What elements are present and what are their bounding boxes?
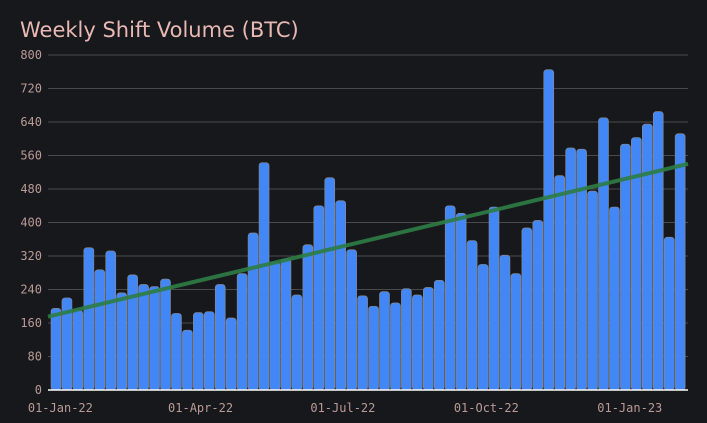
bar: [346, 249, 357, 391]
bar: [236, 273, 248, 391]
bar: [510, 273, 522, 391]
bar: [543, 69, 555, 391]
bar: [422, 287, 434, 391]
bar: [554, 175, 566, 391]
y-tick-label: 720: [20, 82, 42, 96]
bar: [247, 232, 259, 391]
x-tick-label: 01-Oct-22: [454, 401, 519, 415]
bar: [641, 123, 653, 391]
bar: [105, 250, 117, 391]
bar: [401, 288, 412, 391]
bar: [576, 148, 587, 391]
bar: [225, 317, 237, 391]
y-tick-label: 400: [20, 216, 42, 230]
bar: [214, 284, 226, 391]
bar: [532, 220, 544, 391]
bar: [171, 313, 182, 391]
x-tick-label: 01-Jan-23: [597, 401, 662, 415]
bar: [193, 312, 204, 391]
bar: [160, 278, 171, 391]
bar: [663, 236, 675, 391]
bar: [72, 310, 84, 391]
x-tick-label: 01-Apr-22: [168, 401, 233, 415]
bar: [565, 147, 576, 391]
bar: [488, 206, 500, 391]
bar: [466, 240, 478, 391]
bar: [258, 162, 270, 391]
bar: [127, 274, 138, 391]
chart-title: Weekly Shift Volume (BTC): [20, 18, 299, 42]
bar: [94, 269, 106, 391]
bar: [50, 308, 62, 391]
bar: [455, 212, 467, 391]
bar: [138, 284, 149, 391]
bar: [313, 205, 325, 391]
bar: [433, 279, 445, 391]
bar: [652, 111, 664, 391]
x-tick-label: 01-Jul-22: [310, 401, 375, 415]
trend-line: [47, 161, 689, 319]
bar: [269, 261, 281, 391]
bar: [521, 227, 533, 391]
bar: [444, 205, 456, 391]
y-tick-label: 800: [20, 48, 42, 62]
bar: [204, 311, 215, 391]
bar: [390, 302, 401, 391]
y-tick-label: 480: [20, 182, 42, 196]
y-tick-label: 560: [20, 149, 42, 163]
bar: [335, 200, 347, 391]
y-tick-label: 640: [20, 115, 42, 129]
bar: [149, 286, 160, 391]
bar: [280, 258, 292, 391]
bar: [598, 117, 609, 391]
bar: [587, 190, 598, 391]
y-tick-label: 240: [20, 283, 42, 297]
bar: [412, 294, 423, 391]
bar: [182, 329, 193, 391]
bar: [674, 133, 686, 391]
bar: [379, 291, 390, 391]
y-tick-label: 0: [35, 383, 42, 397]
y-tick-label: 320: [20, 249, 42, 263]
bar: [83, 247, 95, 391]
bar: [609, 206, 620, 391]
bar: [477, 264, 489, 391]
bar: [499, 254, 511, 391]
y-tick-label: 160: [20, 316, 42, 330]
bar: [302, 244, 314, 391]
bar: [357, 295, 368, 391]
bar: [116, 292, 127, 391]
bar: [291, 294, 303, 391]
bar: [324, 177, 336, 391]
bar: [368, 305, 379, 391]
y-tick-label: 80: [28, 350, 42, 364]
x-tick-label: 01-Jan-22: [28, 401, 93, 415]
